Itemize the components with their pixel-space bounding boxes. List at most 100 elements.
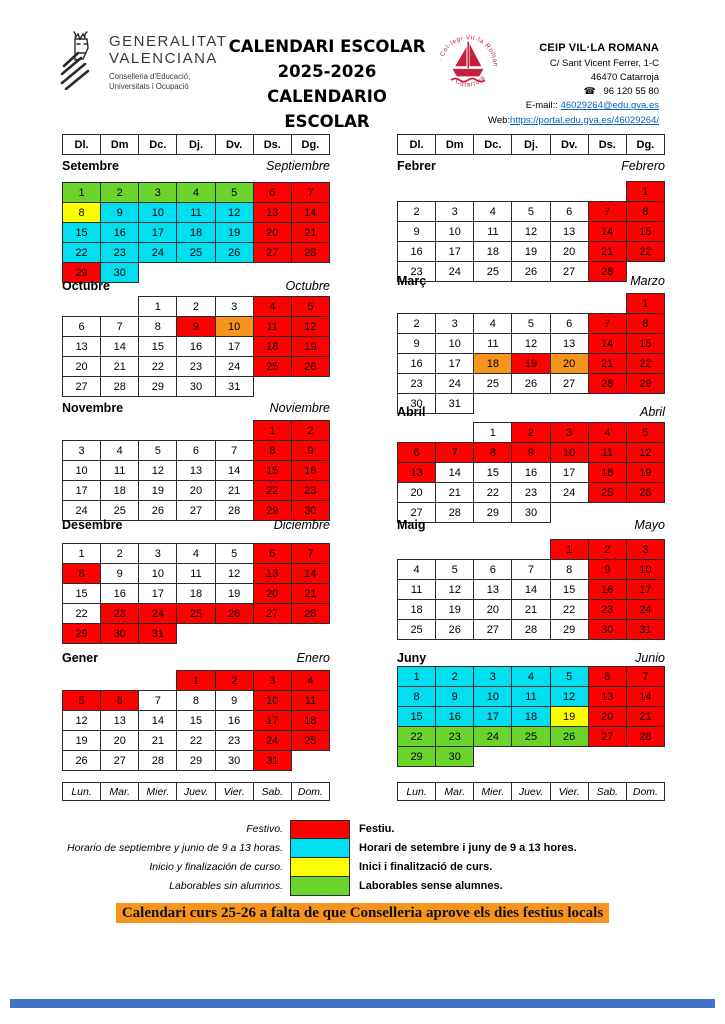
ship-sail-left-icon — [455, 47, 467, 67]
day-cell: 24 — [214, 356, 254, 377]
day-cell: 22 — [625, 241, 666, 262]
month-label: Gener Enero — [62, 651, 330, 665]
day-cell: 31 — [214, 376, 254, 397]
month-name-valencian: Abril — [397, 405, 426, 419]
weekday-header-cell: Dc. — [473, 134, 513, 155]
day-cell — [474, 747, 512, 767]
day-cell: 6 — [100, 690, 140, 711]
weekday-footer-cell: Lun. — [396, 782, 437, 801]
day-cell: 12 — [214, 563, 254, 584]
day-cell: 15 — [61, 222, 102, 243]
day-cell: 19 — [290, 336, 331, 357]
day-cell: 20 — [61, 356, 102, 377]
day-cell: 15 — [252, 460, 292, 481]
day-cell: 6 — [176, 440, 216, 461]
day-cell: 9 — [100, 563, 140, 584]
weekday-header-cell: Dc. — [138, 134, 178, 155]
day-cell: 10 — [435, 333, 475, 354]
day-cell: 21 — [625, 706, 666, 727]
month-label: Setembre Septiembre — [62, 159, 330, 173]
day-cell — [63, 421, 101, 441]
day-cell: 2 — [396, 201, 437, 222]
day-cell: 13 — [396, 462, 437, 483]
day-cell: 8 — [252, 440, 292, 461]
day-cell: 31 — [625, 619, 666, 640]
legend-label-valencian: Festiu. — [359, 823, 395, 835]
day-cell: 20 — [100, 730, 140, 751]
day-cell: 30 — [176, 376, 216, 397]
day-cell: 26 — [549, 726, 589, 747]
contact-block: CEIP VIL·LA ROMANA C/ Sant Vicent Ferrer… — [488, 40, 659, 128]
day-cell: 17 — [625, 579, 666, 600]
day-cell: 26 — [435, 619, 475, 640]
day-cell — [512, 294, 550, 314]
month-grid: 1 2 3 4 5 6 7 8 9 10 11 12 13 14 15 16 17 18 19 20 21 22 23 24 2… — [61, 670, 331, 771]
day-cell: 27 — [549, 373, 589, 394]
day-cell: 25 — [100, 500, 140, 521]
day-cell: 3 — [138, 543, 178, 564]
day-cell: 28 — [587, 373, 627, 394]
weekday-header-cell: Dm — [100, 134, 140, 155]
day-cell: 15 — [61, 583, 102, 604]
day-cell: 13 — [176, 460, 216, 481]
day-cell: 28 — [290, 603, 331, 624]
day-cell: 24 — [435, 261, 475, 282]
day-cell: 16 — [511, 462, 551, 483]
month-name-valencian: Octubre — [62, 279, 110, 293]
calendar-column-left: Setembre Septiembre 1 2 3 4 5 6 7 8 9 10 11 12 13 14 15 1… — [61, 157, 331, 787]
weekday-footer-cell: Dom. — [625, 782, 666, 801]
day-cell — [550, 747, 588, 767]
web-link[interactable]: https://portal.edu.gva.es/46029264/ — [510, 114, 659, 126]
day-cell: 26 — [214, 603, 254, 624]
month-label: Maig Mayo — [397, 518, 665, 532]
day-cell — [474, 182, 512, 202]
month-name-valencian: Novembre — [62, 401, 124, 415]
day-cell: 24 — [61, 500, 102, 521]
month-gener: Gener Enero 1 2 3 4 5 6 7 8 9 10 11 12 13 14 15 16 17 18 19 2… — [61, 651, 331, 771]
day-cell: 10 — [549, 442, 589, 463]
day-cell: 16 — [290, 460, 331, 481]
email-link[interactable]: 46029264@edu.gva.es — [560, 100, 659, 112]
day-cell: 2 — [290, 420, 331, 441]
day-cell — [436, 182, 474, 202]
day-cell: 8 — [549, 559, 589, 580]
day-cell: 12 — [214, 202, 254, 223]
day-cell: 3 — [473, 666, 513, 687]
day-cell: 14 — [290, 202, 331, 223]
day-cell: 4 — [587, 422, 627, 443]
day-cell: 9 — [396, 221, 437, 242]
day-cell: 10 — [214, 316, 254, 337]
day-cell — [626, 747, 664, 767]
day-cell: 25 — [252, 356, 292, 377]
day-cell: 18 — [511, 706, 551, 727]
day-cell: 14 — [214, 460, 254, 481]
day-cell: 29 — [625, 373, 666, 394]
day-cell — [215, 624, 253, 644]
day-cell: 21 — [435, 482, 475, 503]
ship-sail-right-icon — [469, 43, 482, 67]
legend-row-cyan: Horario de septiembre y junio de 9 a 13 … — [0, 839, 725, 858]
month-octubre: Octubre Octubre 1 2 3 4 5 6 7 8 9 10 11 12 13 14 15 16 17 1… — [61, 279, 331, 397]
day-cell: 21 — [511, 599, 551, 620]
day-cell: 12 — [290, 316, 331, 337]
day-cell: 24 — [138, 603, 178, 624]
month-grid: 1 2 3 4 5 6 7 8 9 10 11 12 13 14 15 16 17 18 19 20 21 22 23 24 2… — [396, 422, 666, 523]
day-cell: 15 — [549, 579, 589, 600]
day-cell: 11 — [511, 686, 551, 707]
day-cell: 8 — [61, 202, 102, 223]
day-cell: 19 — [511, 353, 551, 374]
day-cell: 10 — [61, 460, 102, 481]
day-cell: 9 — [396, 333, 437, 354]
day-cell: 12 — [61, 710, 102, 731]
day-cell: 28 — [435, 502, 475, 523]
day-cell: 30 — [511, 502, 551, 523]
day-cell: 19 — [61, 730, 102, 751]
month-juny: Juny Junio 1 2 3 4 5 6 7 8 9 10 11 12 13 14 15 16 17 18 19 20… — [396, 651, 666, 767]
day-cell: 6 — [252, 182, 292, 203]
legend-label-valencian: Inici i finalització de curs. — [359, 861, 493, 873]
legend-swatch-red — [290, 820, 350, 839]
legend-row-red: Festivo. Festiu. — [0, 820, 725, 839]
gv-name-line1: GENERALITAT — [109, 33, 228, 50]
day-cell: 21 — [290, 583, 331, 604]
day-cell: 21 — [587, 353, 627, 374]
